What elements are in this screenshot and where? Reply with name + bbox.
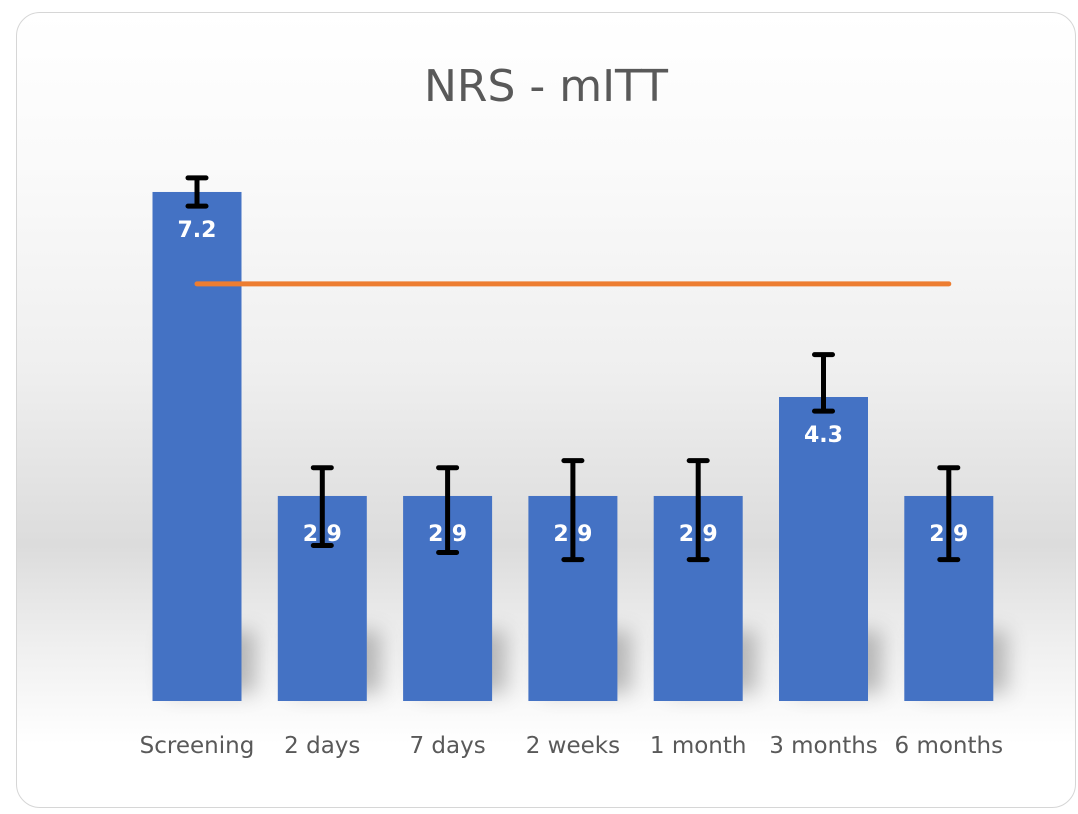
error-bars-group xyxy=(185,175,961,563)
error-bar xyxy=(937,465,961,563)
bar-3-months xyxy=(779,397,868,701)
error-bar xyxy=(310,465,334,548)
error-bar xyxy=(561,458,585,563)
bars-group xyxy=(152,191,994,701)
x-tick-label: 7 days xyxy=(409,733,485,759)
chart-card: NRS - mITT 7.22.92.92.92.94.32.9 Screeni… xyxy=(16,12,1076,808)
error-bar xyxy=(436,465,460,556)
bar-screening xyxy=(152,191,242,701)
x-tick-labels: Screening 2 days 7 days 2 weeks 1 month 3 mon… xyxy=(140,733,1003,759)
x-tick-label: 2 days xyxy=(284,733,360,759)
error-bar xyxy=(812,352,835,414)
x-tick-label: 3 months xyxy=(769,733,878,759)
error-bar xyxy=(686,458,710,563)
x-tick-label: 2 weeks xyxy=(526,733,620,759)
data-label: 4.3 xyxy=(804,423,843,448)
x-tick-label: 6 months xyxy=(895,733,1004,759)
data-label: 7.2 xyxy=(178,218,217,243)
x-tick-label: Screening xyxy=(140,733,255,759)
x-tick-label: 1 month xyxy=(650,733,747,759)
chart-title: NRS - mITT xyxy=(423,61,669,112)
error-bar xyxy=(185,175,209,209)
